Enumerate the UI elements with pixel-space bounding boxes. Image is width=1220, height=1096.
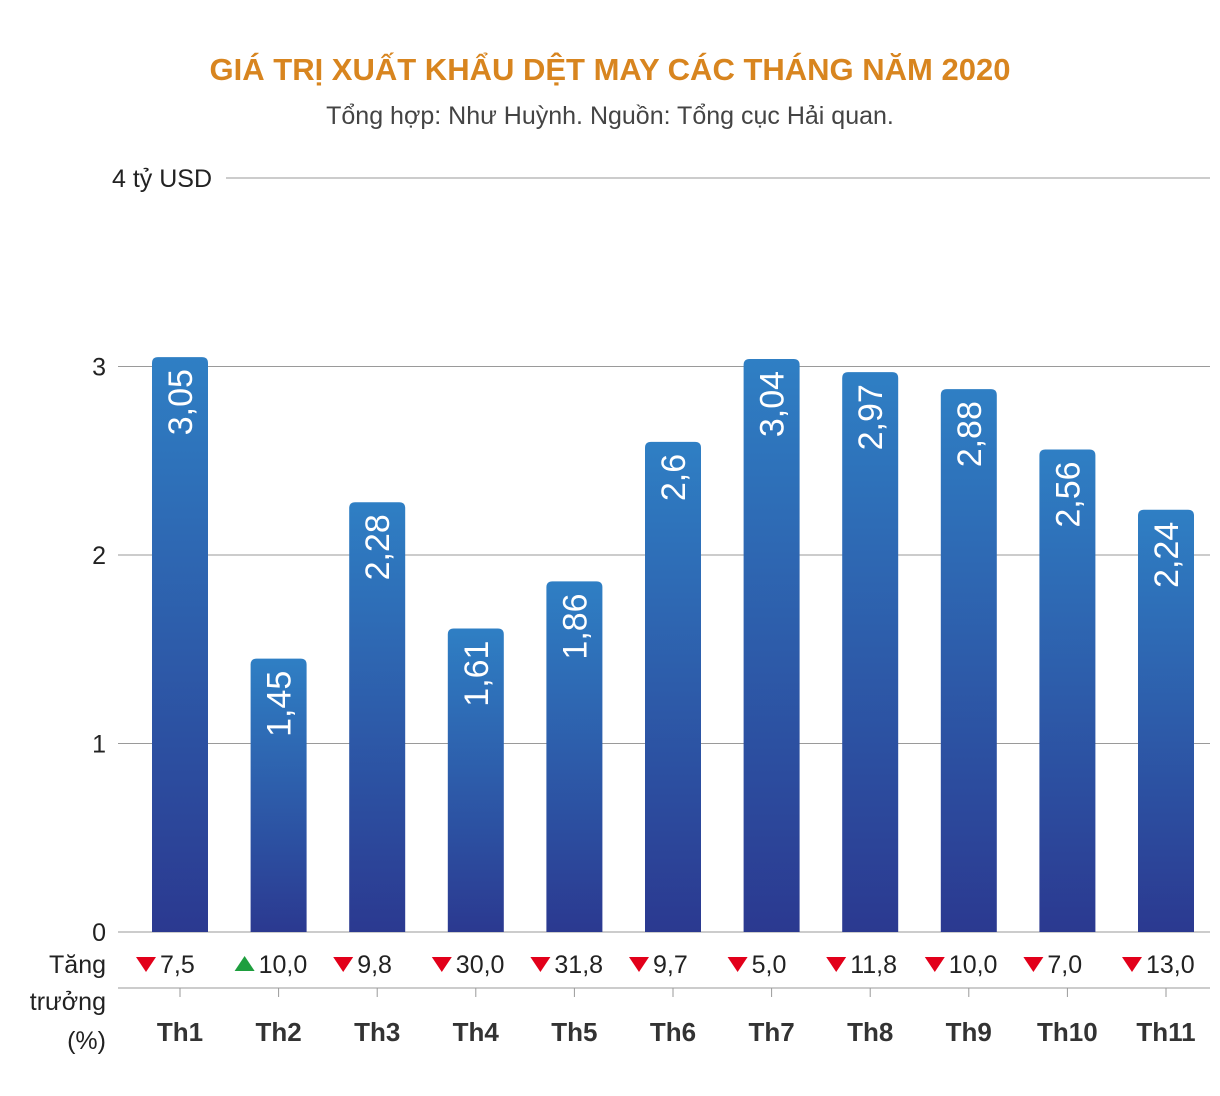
x-tick-label: Th1 <box>157 1017 203 1047</box>
growth-value: 7,5 <box>160 951 195 979</box>
bar-th7 <box>743 358 800 933</box>
chart-subtitle: Tổng hợp: Như Huỳnh. Nguồn: Tổng cục Hải… <box>326 102 894 130</box>
growth-value: 9,7 <box>653 951 688 979</box>
bar-value-label: 3,05 <box>162 369 200 435</box>
bar-th10 <box>1039 449 1096 932</box>
growth-value: 11,8 <box>850 951 897 979</box>
growth-label-line: (%) <box>67 1027 106 1055</box>
x-tick-label: Th7 <box>748 1017 794 1047</box>
bar-th4 <box>447 628 504 932</box>
growth-value: 30,0 <box>456 951 505 979</box>
x-tick-label: Th4 <box>453 1017 500 1047</box>
triangle-down-icon <box>530 957 551 972</box>
bar-value-label: 1,61 <box>458 641 496 707</box>
x-tick-label: Th9 <box>946 1017 992 1047</box>
bar-th3 <box>349 502 406 932</box>
x-tick-label: Th8 <box>847 1017 893 1047</box>
x-tick-label: Th10 <box>1037 1017 1098 1047</box>
growth-value: 31,8 <box>554 951 603 979</box>
y-tick-label: 3 <box>92 354 106 382</box>
bar-value-label: 2,88 <box>951 401 989 467</box>
category-axis: Th1 Th2 Th3 Th4 Th5 Th6 Th7 Th8 Th9 Th10 Th11 <box>118 987 1210 1047</box>
growth-axis-label: Tăng trưởng (%) <box>30 951 106 1055</box>
growth-value: 13,0 <box>1146 951 1195 979</box>
bar-value-label: 2,24 <box>1148 522 1186 588</box>
growth-value: 10,0 <box>949 951 998 979</box>
triangle-down-icon <box>826 957 847 972</box>
growth-value: 9,8 <box>357 951 392 979</box>
triangle-down-icon <box>629 957 649 972</box>
triangle-down-icon <box>431 957 452 972</box>
triangle-down-icon <box>333 957 354 972</box>
bar-th1 <box>152 357 208 932</box>
y-tick-label: 2 <box>92 542 106 570</box>
chart-title: GIÁ TRỊ XUẤT KHẨU DỆT MAY CÁC THÁNG NĂM … <box>210 51 1011 87</box>
bar-value-label: 1,45 <box>261 671 299 737</box>
bar-th8 <box>842 372 899 932</box>
bar-th6 <box>645 441 701 932</box>
bar-th2 <box>250 658 307 932</box>
triangle-up-icon <box>234 956 255 971</box>
bar-th11 <box>1138 509 1194 932</box>
triangle-down-icon <box>1023 957 1044 972</box>
x-tick-label: Th5 <box>551 1017 597 1047</box>
bar-value-label: 2,97 <box>852 384 890 450</box>
y-tick-label: 4 tỷ USD <box>112 165 212 193</box>
y-tick-label: 1 <box>92 731 106 759</box>
bars: 3,05 1,45 2,28 1,61 1,86 2,6 3,04 2,97 2,88 2,56 2… <box>152 357 1194 933</box>
growth-label-line: Tăng <box>49 951 106 979</box>
bar-value-label: 2,28 <box>359 514 397 580</box>
x-tick-label: Th6 <box>650 1017 696 1047</box>
growth-label-line: trưởng <box>30 988 106 1016</box>
triangle-down-icon <box>136 957 156 972</box>
bar-th9 <box>940 389 997 932</box>
triangle-down-icon <box>924 957 945 972</box>
bar-value-label: 2,6 <box>655 454 693 501</box>
bar-value-label: 3,04 <box>754 371 792 437</box>
bar-th5 <box>546 581 603 932</box>
y-tick-label: 0 <box>92 919 106 947</box>
growth-value: 7,0 <box>1047 951 1082 979</box>
growth-value: 5,0 <box>752 951 787 979</box>
x-tick-label: Th2 <box>255 1017 301 1047</box>
growth-row: 7,5 10,0 9,8 30,0 31,8 9,7 5,0 11,8 10,0 7,0 13,0 <box>136 951 1195 979</box>
bar-value-label: 2,56 <box>1049 461 1087 527</box>
growth-value: 10,0 <box>259 951 308 979</box>
bar-value-label: 1,86 <box>556 593 594 659</box>
x-tick-label: Th11 <box>1136 1017 1195 1047</box>
triangle-down-icon <box>727 957 748 972</box>
grid: 0 1 2 3 4 tỷ USD <box>92 165 1210 947</box>
x-tick-label: Th3 <box>354 1017 400 1047</box>
triangle-down-icon <box>1122 957 1142 972</box>
